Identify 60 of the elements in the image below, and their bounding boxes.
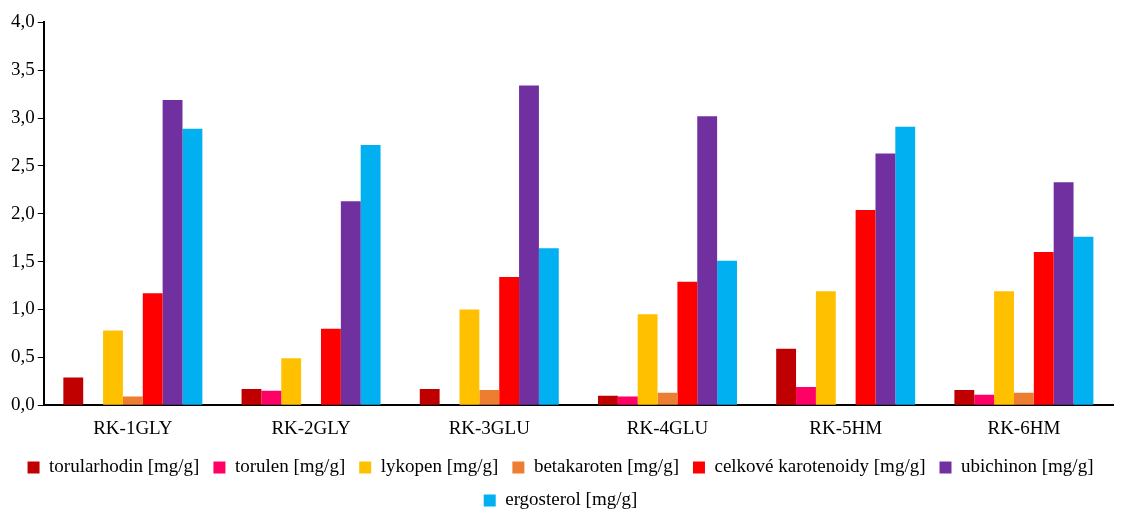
bar: [519, 85, 539, 405]
bar: [597, 395, 618, 405]
x-tick-label: RK-6HM: [987, 416, 1061, 438]
legend-label: torularhodin [mg/g]: [49, 455, 200, 477]
bar: [796, 387, 816, 405]
bar: [103, 330, 123, 405]
bar: [499, 276, 520, 405]
legend-label: lykopen [mg/g]: [380, 455, 499, 477]
bar: [776, 348, 797, 405]
legend-label: ergosterol [mg/g]: [505, 488, 638, 510]
y-tick-label: 3,0: [11, 106, 35, 128]
legend-label: betakaroten [mg/g]: [533, 455, 679, 477]
bar: [538, 248, 559, 405]
y-tick-label: 3,5: [11, 58, 35, 80]
x-tick-label: RK-4GLU: [626, 416, 709, 438]
bar: [1073, 236, 1094, 405]
bar: [875, 153, 896, 405]
x-tick-label: RK-2GLY: [271, 416, 352, 438]
y-tick-label: 1,5: [11, 249, 35, 271]
bar: [1053, 182, 1074, 405]
y-tick-label: 4,0: [11, 10, 35, 32]
bar: [697, 116, 718, 405]
bar: [1033, 252, 1054, 405]
y-tick-label: 0,5: [11, 345, 35, 367]
bar: [320, 328, 341, 405]
legend-label: celkové karotenoidy [mg/g]: [714, 455, 926, 477]
legend-label: ubichinon [mg/g]: [961, 455, 1094, 477]
bar: [479, 389, 500, 405]
bar: [419, 388, 440, 405]
bar: [677, 281, 698, 405]
bar: [142, 293, 163, 405]
bar: [717, 260, 737, 405]
bar: [954, 389, 975, 405]
bar: [162, 99, 183, 405]
y-tick-label: 2,0: [11, 201, 35, 223]
x-tick-label: RK-1GLY: [93, 416, 173, 438]
x-tick-label: RK-3GLU: [448, 416, 531, 438]
bar: [815, 291, 836, 405]
bar: [360, 144, 381, 405]
y-tick-label: 0,0: [11, 393, 35, 415]
bar: [63, 377, 84, 405]
bar: [657, 392, 678, 405]
bar: [182, 128, 203, 405]
bar: [617, 396, 638, 405]
y-tick-label: 1,0: [11, 297, 35, 319]
x-tick-label: RK-5HM: [809, 416, 883, 438]
bar: [855, 209, 876, 405]
bar: [1013, 392, 1034, 405]
bar: [281, 358, 302, 405]
bar: [261, 390, 282, 405]
bar: [974, 394, 995, 405]
bar: [994, 291, 1014, 405]
bar: [340, 201, 361, 405]
bar: [122, 396, 143, 405]
bar: [459, 309, 480, 405]
legend-label: torulen [mg/g]: [234, 455, 346, 477]
bar: [241, 388, 262, 405]
y-tick-label: 2,5: [11, 153, 35, 175]
bar: [637, 314, 658, 405]
bar: [895, 126, 916, 405]
